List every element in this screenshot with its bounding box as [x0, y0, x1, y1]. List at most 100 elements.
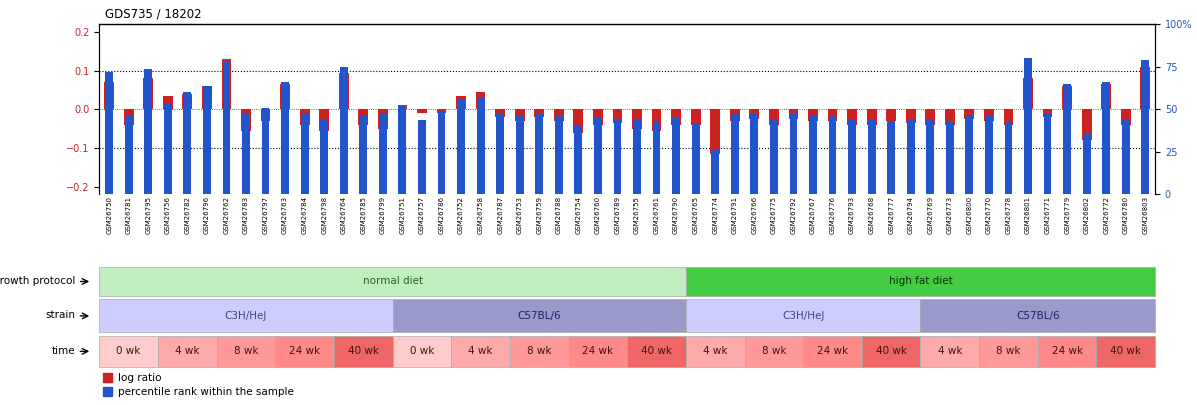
Text: 24 wk: 24 wk — [816, 346, 849, 356]
Text: C57BL/6: C57BL/6 — [1016, 311, 1059, 321]
Bar — [672, 109, 681, 125]
Bar — [1003, 109, 1014, 125]
Bar — [510, 336, 569, 367]
Bar — [745, 336, 803, 367]
Bar — [103, 387, 113, 396]
Bar — [334, 336, 393, 367]
Bar — [451, 336, 510, 367]
Bar — [99, 300, 393, 332]
Bar — [751, 115, 758, 194]
Bar — [985, 116, 992, 194]
Text: 40 wk: 40 wk — [348, 346, 378, 356]
Bar — [1004, 121, 1013, 194]
Text: C3H/HeJ: C3H/HeJ — [782, 311, 825, 321]
Bar — [1120, 109, 1131, 125]
Text: high fat diet: high fat diet — [888, 277, 953, 286]
Bar — [652, 121, 661, 194]
Text: 4 wk: 4 wk — [703, 346, 728, 356]
Bar — [575, 125, 582, 194]
Bar — [299, 109, 310, 125]
Bar — [555, 116, 563, 194]
Bar — [1083, 133, 1090, 194]
Bar — [103, 373, 113, 382]
Text: 0 wk: 0 wk — [409, 346, 435, 356]
Text: 8 wk: 8 wk — [233, 346, 259, 356]
Bar — [1025, 58, 1032, 194]
Bar — [920, 300, 1155, 332]
Bar — [1044, 113, 1051, 194]
Bar — [359, 116, 367, 194]
Bar — [965, 109, 974, 119]
Bar — [749, 109, 759, 119]
Bar — [730, 109, 740, 121]
Bar — [673, 118, 680, 194]
Bar — [476, 98, 485, 194]
Bar — [944, 109, 955, 125]
Bar — [920, 336, 979, 367]
Bar — [966, 116, 973, 194]
Bar — [456, 96, 466, 109]
Bar — [437, 109, 446, 113]
Bar — [593, 109, 603, 125]
Text: 4 wk: 4 wk — [937, 346, 962, 356]
Bar — [925, 109, 935, 125]
Bar — [1082, 109, 1092, 140]
Bar — [183, 92, 192, 194]
Bar — [158, 336, 217, 367]
Bar — [379, 113, 387, 194]
Bar — [393, 300, 686, 332]
Bar — [321, 119, 328, 194]
Text: strain: strain — [45, 310, 75, 320]
Bar — [221, 59, 231, 109]
Text: 8 wk: 8 wk — [527, 346, 552, 356]
Bar — [124, 116, 133, 194]
Bar — [887, 121, 895, 194]
Bar — [868, 119, 875, 194]
Bar — [651, 109, 662, 130]
Bar — [438, 111, 445, 194]
Bar — [99, 267, 686, 296]
Bar — [163, 96, 172, 109]
Bar — [164, 102, 171, 194]
Bar — [1023, 79, 1033, 109]
Bar — [573, 109, 583, 132]
Bar — [984, 109, 994, 121]
Text: 40 wk: 40 wk — [642, 346, 672, 356]
Bar — [320, 109, 329, 130]
Bar — [104, 82, 114, 109]
Bar — [1062, 86, 1073, 109]
Text: 8 wk: 8 wk — [761, 346, 786, 356]
Bar — [417, 109, 427, 113]
Text: growth protocol: growth protocol — [0, 276, 75, 286]
Bar — [496, 109, 505, 117]
Bar — [692, 123, 699, 194]
Bar — [358, 109, 369, 125]
Text: 40 wk: 40 wk — [876, 346, 906, 356]
Bar — [979, 336, 1038, 367]
Bar — [906, 109, 916, 123]
Bar — [144, 79, 153, 109]
Bar — [223, 62, 230, 194]
Text: GDS735 / 18202: GDS735 / 18202 — [105, 7, 202, 20]
Bar — [241, 109, 251, 130]
Bar — [203, 85, 211, 194]
Text: 24 wk: 24 wk — [288, 346, 321, 356]
Bar — [686, 336, 745, 367]
Bar — [686, 300, 920, 332]
Bar — [275, 336, 334, 367]
Bar — [614, 119, 621, 194]
Bar — [182, 94, 193, 109]
Bar — [770, 119, 778, 194]
Text: 4 wk: 4 wk — [175, 346, 200, 356]
Bar — [633, 119, 640, 194]
Bar — [1063, 84, 1071, 194]
Text: normal diet: normal diet — [363, 277, 423, 286]
Bar — [261, 109, 271, 121]
Bar — [123, 109, 134, 125]
Bar — [535, 113, 543, 194]
Bar — [768, 109, 779, 125]
Bar — [515, 109, 524, 121]
Bar — [399, 106, 406, 194]
Bar — [686, 267, 1155, 296]
Bar — [300, 115, 309, 194]
